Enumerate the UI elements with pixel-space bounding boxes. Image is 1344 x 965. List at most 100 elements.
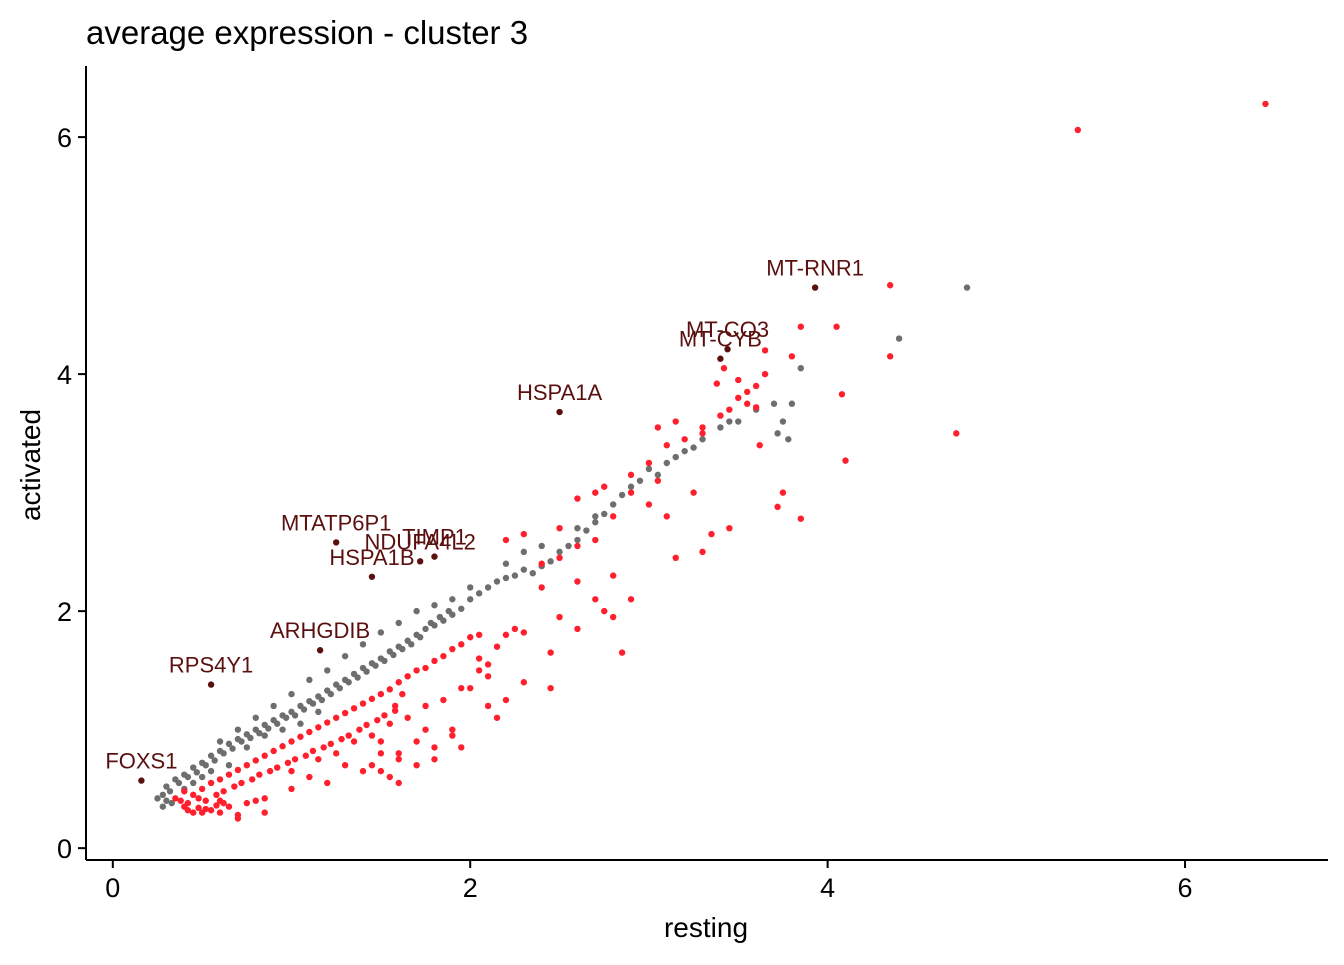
red-data-point	[324, 719, 331, 726]
red-data-point	[338, 735, 345, 743]
red-data-point	[306, 773, 313, 781]
grey-data-point	[265, 725, 272, 732]
red-data-point	[601, 607, 608, 615]
red-data-point	[216, 776, 224, 783]
red-data-point	[609, 572, 617, 579]
red-data-point	[440, 696, 447, 704]
point-label: ARHGDIB	[270, 618, 370, 643]
grey-data-point	[395, 619, 402, 627]
red-data-point	[377, 690, 385, 698]
red-data-point	[556, 524, 563, 532]
red-data-point	[627, 471, 635, 479]
labeled-data-point	[717, 355, 724, 362]
grey-data-point	[354, 674, 361, 681]
red-data-point	[502, 696, 510, 704]
red-data-point	[422, 702, 429, 710]
red-data-point	[735, 376, 742, 384]
grey-data-point	[193, 769, 200, 776]
red-data-point	[381, 712, 388, 719]
grey-data-point	[163, 783, 170, 790]
red-data-point	[422, 664, 429, 672]
point-label: TIMP1	[402, 525, 467, 550]
red-data-point	[332, 750, 340, 757]
red-data-point	[190, 809, 197, 816]
point-label: MT-CO3	[686, 317, 769, 342]
red-data-point	[261, 795, 268, 802]
labeled-data-point	[431, 553, 438, 560]
red-data-point	[374, 716, 381, 724]
red-data-point	[574, 578, 581, 585]
red-data-point	[699, 548, 706, 556]
red-data-point	[270, 747, 277, 755]
red-data-point	[324, 779, 331, 787]
red-data-point	[306, 728, 313, 736]
grey-data-point	[735, 418, 742, 425]
red-data-point	[225, 771, 233, 778]
red-points-series	[172, 100, 1269, 822]
red-data-point	[690, 489, 697, 496]
point-label: FOXS1	[105, 749, 177, 774]
grey-data-point	[726, 418, 733, 425]
grey-data-point	[336, 684, 343, 692]
grey-data-point	[345, 679, 352, 686]
red-data-point	[609, 613, 617, 621]
red-data-point	[475, 667, 483, 674]
grey-data-point	[247, 734, 254, 742]
y-tick-label: 2	[57, 597, 72, 627]
red-data-point	[274, 764, 281, 771]
red-data-point	[726, 406, 733, 413]
labeled-data-point	[138, 777, 145, 784]
grey-data-point	[399, 645, 406, 653]
red-data-point	[207, 779, 215, 787]
red-data-point	[341, 709, 349, 717]
red-data-point	[493, 643, 501, 650]
red-data-point	[592, 489, 599, 496]
red-data-point	[177, 797, 184, 804]
red-data-point	[359, 700, 367, 707]
red-data-point	[377, 750, 385, 757]
red-data-point	[404, 673, 411, 680]
grey-points-series	[154, 284, 971, 810]
grey-data-point	[645, 465, 653, 473]
grey-data-point	[681, 447, 688, 455]
red-data-point	[234, 766, 242, 774]
red-data-point	[213, 791, 220, 799]
red-data-point	[315, 756, 322, 763]
y-tick-label: 4	[57, 360, 72, 390]
point-label: NDUFA4L2	[365, 529, 476, 554]
red-data-point	[440, 652, 447, 660]
grey-data-point	[449, 611, 456, 618]
red-data-point	[431, 756, 438, 763]
red-data-point	[713, 380, 721, 387]
red-data-point	[341, 761, 349, 769]
red-data-point	[256, 771, 263, 778]
point-label: MT-RNR1	[766, 256, 864, 281]
red-data-point	[202, 805, 209, 813]
red-data-point	[231, 783, 238, 790]
red-data-point	[243, 799, 251, 807]
grey-data-point	[297, 720, 304, 727]
red-data-point	[752, 382, 760, 390]
red-data-point	[774, 503, 781, 511]
grey-data-point	[291, 712, 299, 719]
chart-title: average expression - cluster 3	[86, 14, 528, 51]
red-data-point	[502, 631, 510, 639]
grey-data-point	[416, 634, 424, 641]
grey-data-point	[163, 797, 170, 804]
red-data-point	[484, 673, 492, 680]
grey-data-point	[282, 714, 290, 721]
red-data-point	[458, 744, 465, 751]
grey-data-point	[895, 335, 903, 342]
red-data-point	[195, 804, 202, 812]
red-data-point	[520, 679, 528, 686]
point-label: MT-CYB	[679, 327, 762, 352]
red-data-point	[520, 629, 528, 636]
red-data-point	[699, 430, 706, 437]
labeled-data-point	[811, 284, 819, 291]
red-data-point	[720, 364, 728, 372]
red-data-point	[345, 732, 352, 739]
red-data-point	[359, 767, 367, 775]
grey-data-point	[467, 596, 474, 603]
red-data-point	[556, 613, 563, 621]
grey-data-point	[315, 708, 322, 716]
